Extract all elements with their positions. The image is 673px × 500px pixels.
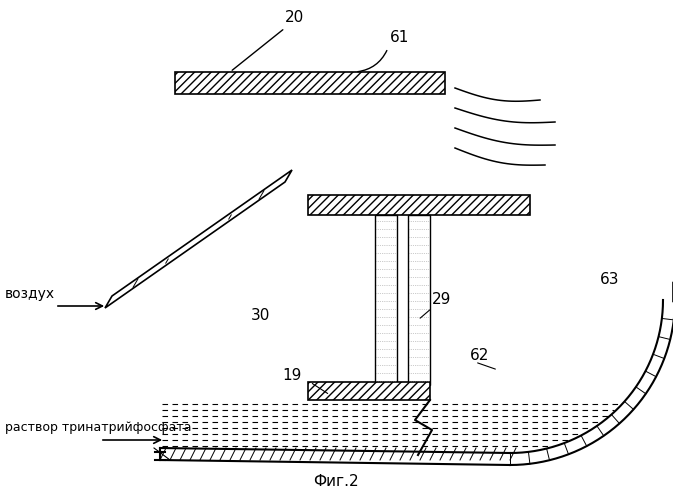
Text: 62: 62 [470,348,489,362]
Text: 61: 61 [390,30,409,46]
Text: 19: 19 [282,368,302,382]
Text: 30: 30 [250,308,270,322]
Text: 20: 20 [285,10,305,26]
Text: воздух: воздух [5,287,55,301]
Text: раствор тринатрийфосфата: раствор тринатрийфосфата [5,422,192,434]
Bar [308,382,430,400]
Bar [308,195,530,215]
Bar [408,215,430,385]
Bar [175,72,445,94]
Text: Фиг.2: Фиг.2 [313,474,359,490]
Polygon shape [105,170,292,308]
Text: 29: 29 [432,292,452,308]
Text: 63: 63 [600,272,620,287]
Bar [375,215,397,385]
